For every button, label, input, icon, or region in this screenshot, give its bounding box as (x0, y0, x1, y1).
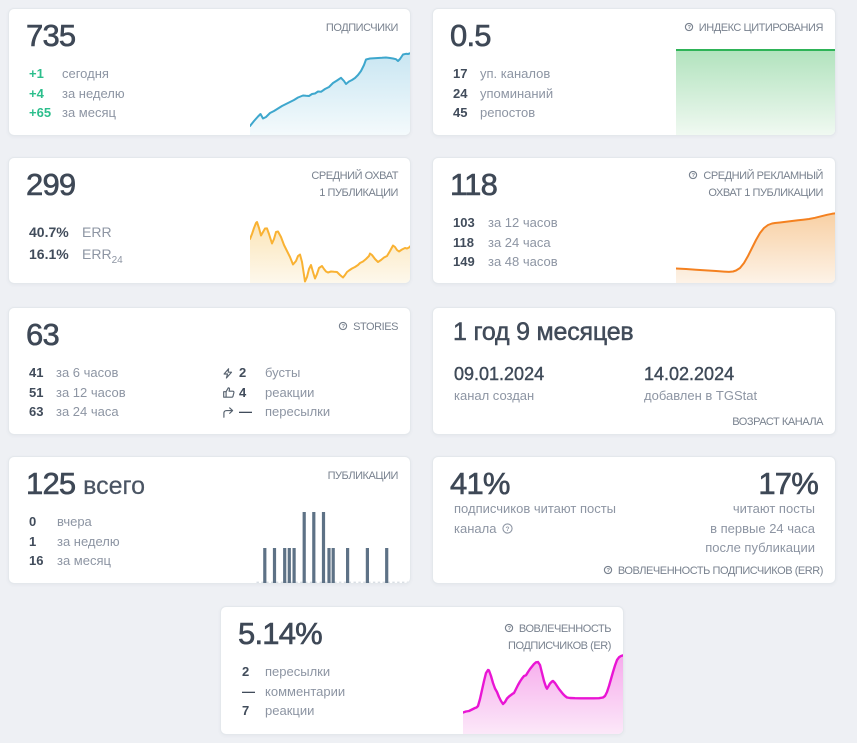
svg-text:?: ? (505, 526, 509, 533)
svg-text:?: ? (606, 568, 610, 574)
svg-text:?: ? (692, 173, 696, 179)
svg-text:?: ? (507, 626, 511, 632)
svg-text:?: ? (687, 25, 691, 31)
svg-text:?: ? (342, 324, 346, 330)
